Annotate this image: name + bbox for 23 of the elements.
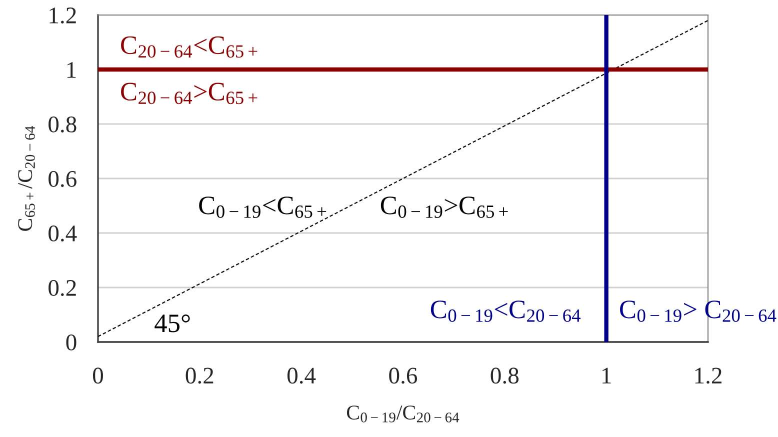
y-tick-label: 1 (67, 62, 76, 78)
annotation: C$_{20−64}$<C$_{65+}$ (121, 36, 258, 58)
y-tick-label: 0 (66, 334, 76, 350)
annotation: C$_{0−19}$<C$_{20−64}$ (430, 300, 581, 322)
annotation: C$_{0−19}$> C$_{20−64}$ (620, 300, 776, 322)
annotation: C$_{0−19}$<C$_{65+}$ (199, 196, 326, 218)
annotation: 45° (154, 314, 190, 332)
x-tick-label: 0.2 (186, 368, 214, 384)
x-tick-label: 0.4 (287, 368, 316, 384)
y-tick-label: 0.2 (48, 280, 76, 296)
x-tick-label: 0.6 (389, 368, 418, 384)
x-axis-title: C$_{0−19}$/C$_{20−64}$ (346, 406, 460, 422)
x-tick-label: 0 (92, 368, 104, 384)
x-tick-label: 0.8 (490, 368, 519, 384)
x-tick-label: 1.2 (695, 368, 722, 384)
y-axis-title: C$_{65+}$/C$_{20−64}$ (18, 126, 35, 231)
y-tick-label: 0.6 (48, 170, 76, 188)
y-tick-label: 1.2 (50, 8, 76, 24)
y-tick-label: 0.4 (48, 225, 77, 242)
y-tick-label: 0.8 (48, 116, 76, 133)
annotation: C$_{20−64}$>C$_{65+}$ (121, 82, 258, 104)
x-tick-label: 1 (602, 368, 611, 384)
annotation: C$_{0−19}$>C$_{65+}$ (380, 196, 508, 218)
